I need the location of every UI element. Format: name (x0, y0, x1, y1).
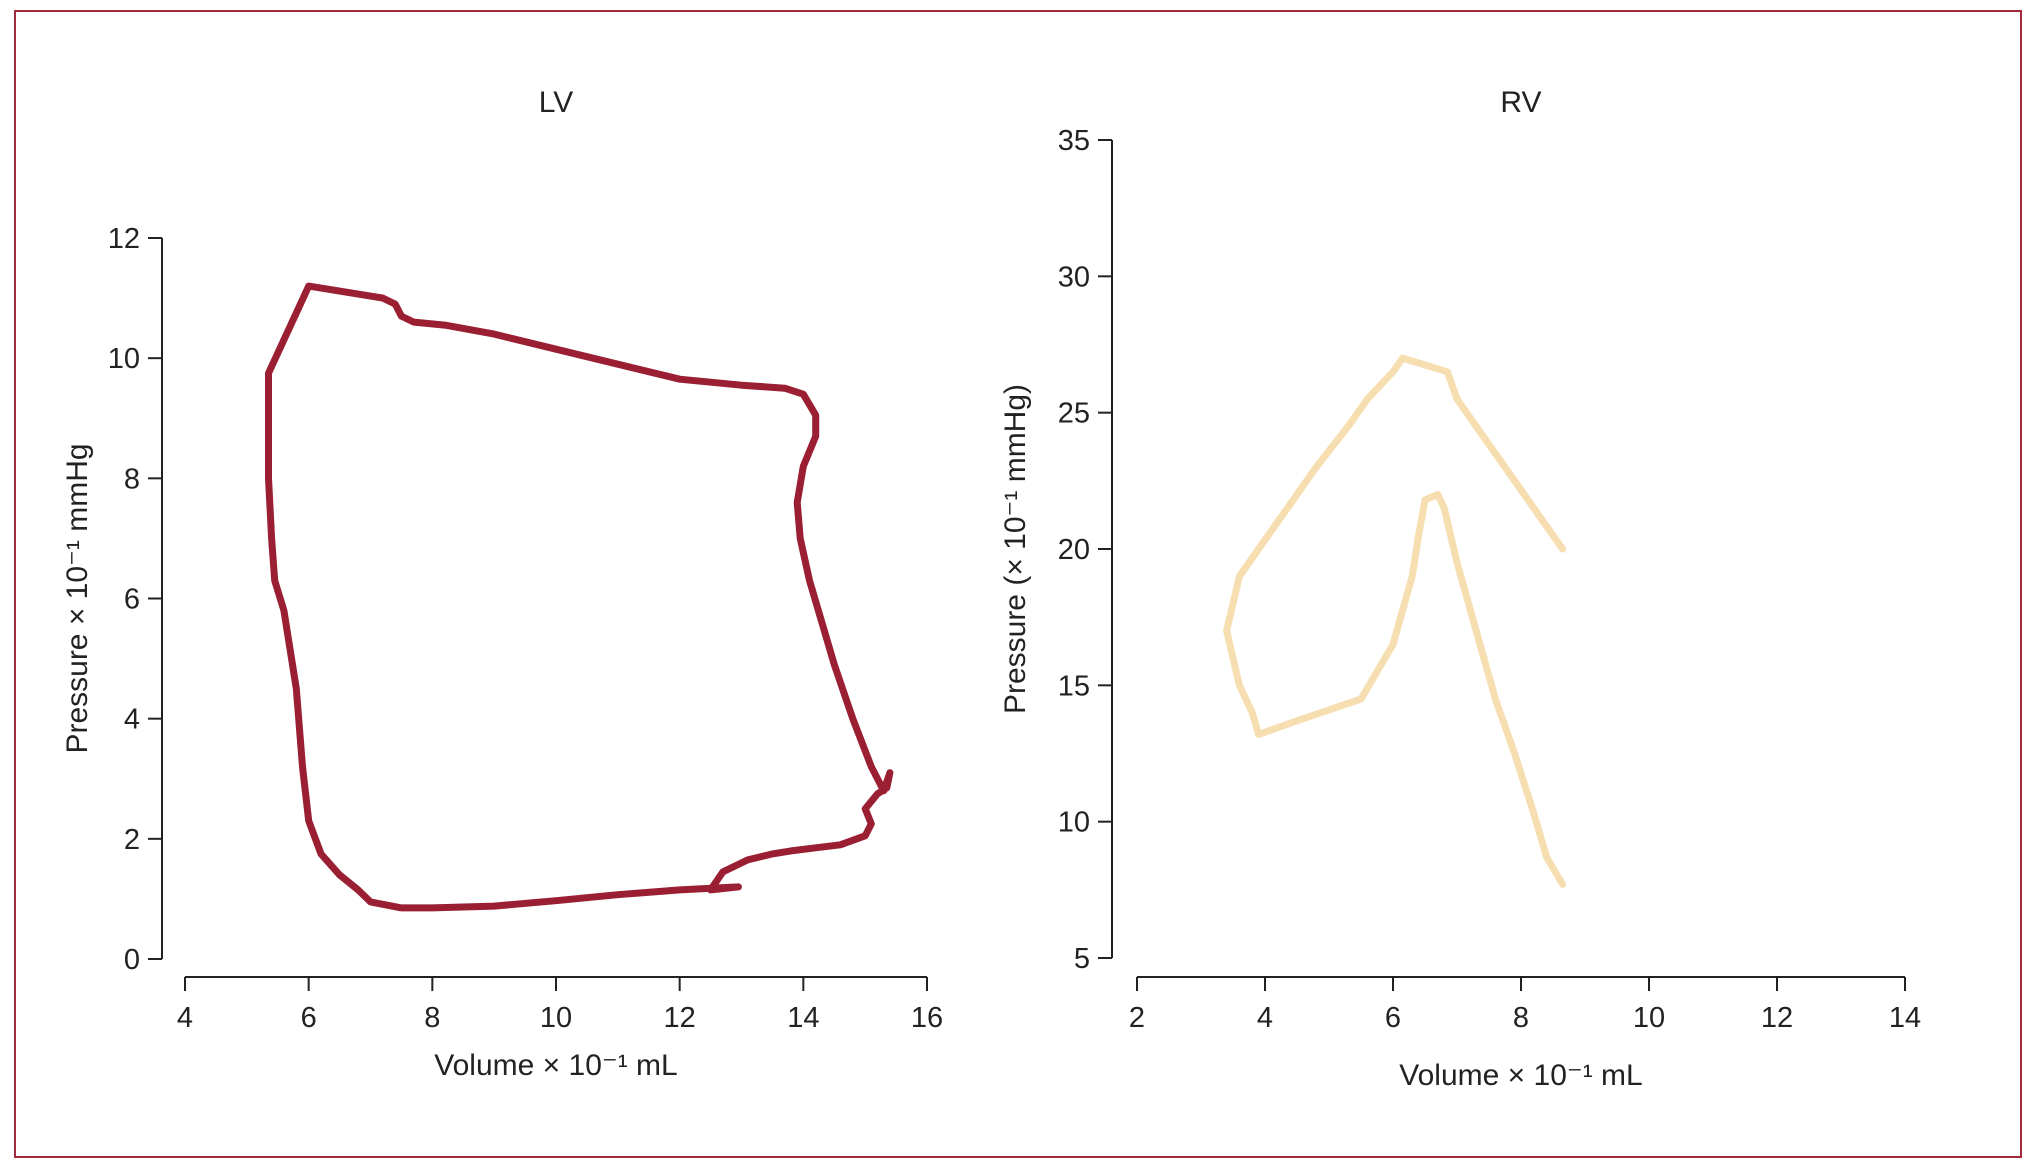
lv-pv-loop-line (265, 282, 894, 912)
rv-y-axis-label: Pressure (× 10⁻¹ mmHg) (999, 384, 1032, 714)
rv-y-tick-label: 20 (1058, 534, 1090, 566)
lv-x-tick-label: 8 (424, 1002, 440, 1034)
rv-y-tick-label: 25 (1058, 398, 1090, 430)
rv-x-tick-label: 8 (1513, 1002, 1529, 1034)
rv-y-tick-label: 15 (1058, 670, 1090, 702)
lv-x-tick-label: 4 (177, 1002, 193, 1034)
lv-y-tick-label: 10 (108, 343, 140, 375)
rv-pv-loop-line (1223, 354, 1567, 888)
rv-y-tick-label: 35 (1058, 125, 1090, 157)
lv-x-tick-label: 10 (540, 1002, 572, 1034)
lv-y-axis-label: Pressure × 10⁻¹ mmHg (61, 443, 94, 753)
lv-x-tick-label: 14 (787, 1002, 819, 1034)
lv-x-axis-label: Volume × 10⁻¹ mL (434, 1049, 677, 1082)
rv-chart-title: RV (1500, 86, 1541, 119)
rv-panel: RV 2 4 6 8 10 12 14 5 10 15 20 25 30 35 Volume × 10⁻¹ m… (999, 86, 1921, 1092)
rv-x-axis-label: Volume × 10⁻¹ mL (1399, 1059, 1642, 1092)
rv-y-tick-label: 10 (1058, 807, 1090, 839)
lv-panel: LV 4 6 8 10 12 14 16 0 2 4 6 8 10 12 Volume × 10⁻¹ mL Pr… (61, 86, 943, 1082)
lv-y-tick-label: 8 (124, 463, 140, 495)
rv-x-tick-label: 2 (1129, 1002, 1145, 1034)
lv-chart-title: LV (539, 86, 573, 119)
rv-x-tick-label: 4 (1257, 1002, 1273, 1034)
lv-x-tick-label: 16 (911, 1002, 943, 1034)
rv-x-tick-label: 10 (1633, 1002, 1665, 1034)
rv-y-tick-label: 5 (1074, 943, 1090, 975)
lv-y-tick-label: 12 (108, 223, 140, 255)
rv-x-tick-label: 14 (1889, 1002, 1921, 1034)
lv-y-tick-label: 2 (124, 824, 140, 856)
rv-y-tick-label: 30 (1058, 261, 1090, 293)
lv-y-tick-label: 6 (124, 584, 140, 616)
figure-frame (14, 10, 2022, 1158)
rv-x-tick-label: 6 (1385, 1002, 1401, 1034)
lv-x-tick-label: 6 (301, 1002, 317, 1034)
rv-x-tick-label: 12 (1761, 1002, 1793, 1034)
lv-y-tick-label: 4 (124, 704, 140, 736)
lv-x-tick-label: 12 (664, 1002, 696, 1034)
lv-y-tick-label: 0 (124, 944, 140, 976)
